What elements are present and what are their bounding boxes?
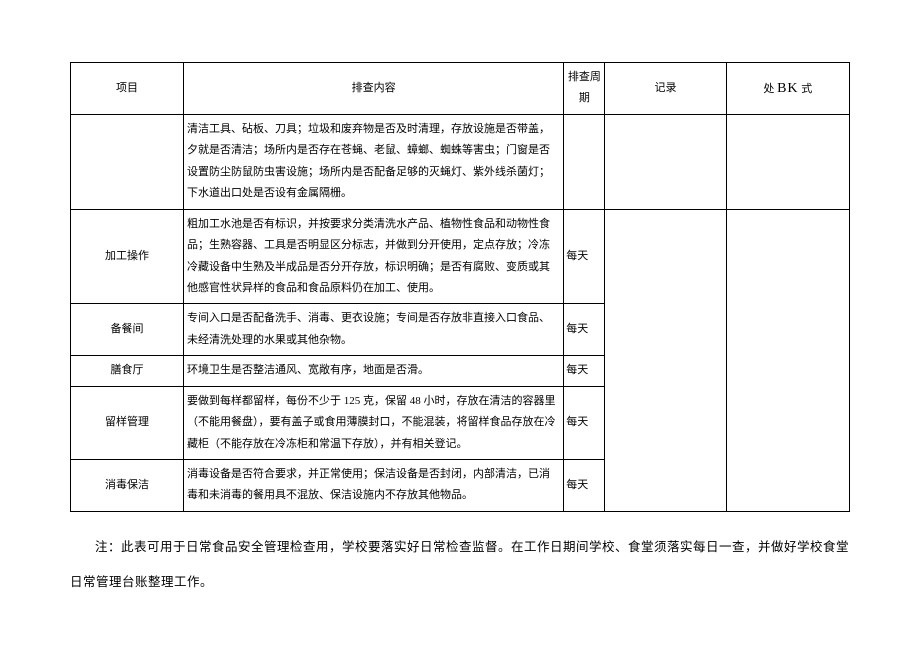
cell-record — [605, 304, 726, 356]
cell-cycle: 每天 — [564, 356, 605, 386]
cell-item: 消毒保洁 — [71, 460, 184, 512]
cell-content: 专间入口是否配备洗手、消毒、更衣设施；专间是否存放非直接入口食品、未经清洗处理的… — [184, 304, 564, 356]
header-method: 处 BK 式 — [726, 63, 849, 115]
cell-method — [726, 209, 849, 304]
cell-cycle — [564, 114, 605, 209]
table-row: 清洁工具、砧板、刀具；垃圾和废弃物是否及时清理，存放设施是否带盖，夕就是否清洁；… — [71, 114, 850, 209]
cell-record — [605, 114, 726, 209]
table-body: 清洁工具、砧板、刀具；垃圾和废弃物是否及时清理，存放设施是否带盖，夕就是否清洁；… — [71, 114, 850, 511]
cell-method — [726, 386, 849, 459]
cell-record — [605, 460, 726, 512]
method-bk: BK — [777, 81, 798, 96]
cell-method — [726, 356, 849, 386]
cell-cycle: 每天 — [564, 209, 605, 304]
cell-content: 清洁工具、砧板、刀具；垃圾和废弃物是否及时清理，存放设施是否带盖，夕就是否清洁；… — [184, 114, 564, 209]
cell-record — [605, 356, 726, 386]
table-row: 消毒保洁 消毒设备是否符合要求，并正常使用；保洁设备是否封闭，内部清洁，已消毒和… — [71, 460, 850, 512]
table-row: 加工操作 粗加工水池是否有标识，并按要求分类清洗水产品、植物性食品和动物性食品；… — [71, 209, 850, 304]
cell-item: 膳食厅 — [71, 356, 184, 386]
header-content: 排查内容 — [184, 63, 564, 115]
cell-method — [726, 460, 849, 512]
footer-note: 注：此表可用于日常食品安全管理检查用，学校要落实好日常检查监督。在工作日期间学校… — [70, 530, 850, 600]
cell-method — [726, 114, 849, 209]
cell-method — [726, 304, 849, 356]
cell-content: 环境卫生是否整洁通风、宽敞有序，地面是否滑。 — [184, 356, 564, 386]
cell-cycle: 每天 — [564, 460, 605, 512]
cell-item: 留样管理 — [71, 386, 184, 459]
inspection-table: 项目 排查内容 排查周期 记录 处 BK 式 清洁工具、砧板、刀具；垃圾和废弃物… — [70, 62, 850, 512]
cell-item — [71, 114, 184, 209]
header-cycle: 排查周期 — [564, 63, 605, 115]
header-item: 项目 — [71, 63, 184, 115]
method-suffix: 式 — [799, 83, 813, 95]
cell-cycle: 每天 — [564, 386, 605, 459]
header-record: 记录 — [605, 63, 726, 115]
cell-cycle: 每天 — [564, 304, 605, 356]
cell-item: 备餐间 — [71, 304, 184, 356]
table-row: 留样管理 要做到每样都留样，每份不少于 125 克，保留 48 小时，存放在清洁… — [71, 386, 850, 459]
cell-content: 消毒设备是否符合要求，并正常使用；保洁设备是否封闭，内部清洁，已消毒和未消毒的餐… — [184, 460, 564, 512]
cell-record — [605, 386, 726, 459]
table-row: 备餐间 专间入口是否配备洗手、消毒、更衣设施；专间是否存放非直接入口食品、未经清… — [71, 304, 850, 356]
table-row: 膳食厅 环境卫生是否整洁通风、宽敞有序，地面是否滑。 每天 — [71, 356, 850, 386]
method-prefix: 处 — [763, 83, 777, 95]
table-header-row: 项目 排查内容 排查周期 记录 处 BK 式 — [71, 63, 850, 115]
cell-record — [605, 209, 726, 304]
cell-item: 加工操作 — [71, 209, 184, 304]
cell-content: 要做到每样都留样，每份不少于 125 克，保留 48 小时，存放在清洁的容器里（… — [184, 386, 564, 459]
cell-content: 粗加工水池是否有标识，并按要求分类清洗水产品、植物性食品和动物性食品；生熟容器、… — [184, 209, 564, 304]
